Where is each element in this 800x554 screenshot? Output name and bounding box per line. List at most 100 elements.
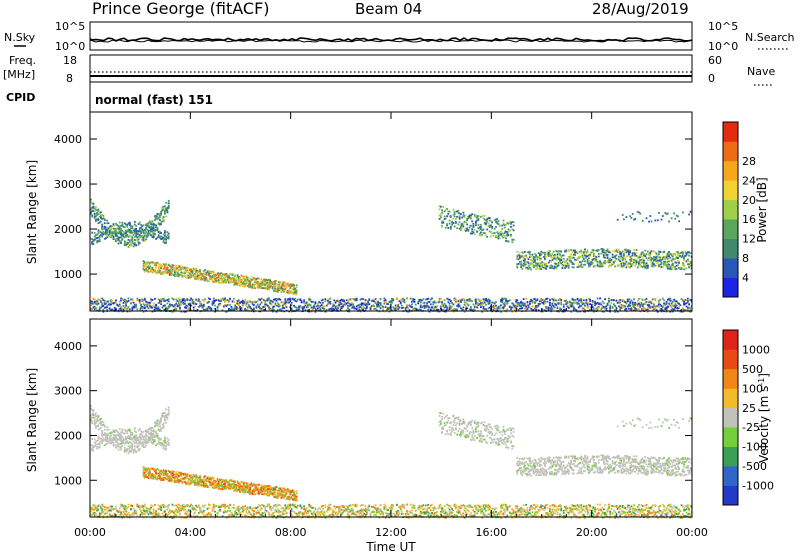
power-cell [290, 307, 293, 310]
power-cell [165, 238, 167, 241]
power-cell [179, 306, 181, 309]
power-cell [475, 220, 477, 223]
power-cell [337, 306, 339, 309]
power-cell [621, 257, 624, 259]
power-cell [126, 241, 129, 244]
power-cell [495, 218, 497, 221]
power-cell [160, 221, 162, 224]
power-cell [374, 301, 377, 303]
power-cell [560, 308, 563, 311]
power-cell [212, 302, 215, 304]
power-cell [167, 273, 170, 276]
power-cell [90, 211, 92, 214]
power-cell [411, 303, 413, 306]
power-cell [594, 259, 596, 262]
power-cell [122, 305, 125, 307]
power-cell [677, 251, 679, 254]
power-cell [148, 262, 151, 265]
power-cell [191, 270, 194, 272]
power-cell [630, 257, 633, 260]
power-cell [273, 305, 275, 308]
power-cell [560, 299, 563, 301]
power-cell [616, 218, 619, 221]
power-cell [103, 303, 106, 305]
velocity-cell [117, 448, 120, 451]
velocity-cell [97, 446, 100, 449]
power-cell [665, 253, 668, 256]
power-cell [401, 307, 403, 309]
power-cell [439, 306, 442, 308]
velocity-cell [101, 430, 104, 433]
power-cell [244, 299, 247, 301]
power-cell [591, 262, 594, 265]
power-cell [536, 262, 539, 265]
power-cell [140, 224, 142, 226]
power-cell [441, 209, 443, 212]
power-cell [304, 304, 307, 307]
power-cell [145, 224, 147, 226]
power-cell [671, 255, 674, 258]
power-cell [319, 305, 322, 307]
power-cell [122, 308, 125, 311]
power-cell [344, 302, 347, 304]
power-cell [467, 303, 470, 306]
power-cell [268, 281, 270, 284]
power-cell [273, 284, 275, 286]
power-cell [374, 302, 377, 305]
power-cell [547, 261, 550, 264]
power-cell [532, 266, 535, 269]
power-cell [579, 250, 581, 253]
power-cell [270, 281, 273, 283]
power-cell [128, 221, 131, 224]
velocity-cell [121, 516, 124, 519]
power-cell [613, 303, 615, 306]
power-cell [641, 259, 644, 262]
power-cell [600, 248, 603, 250]
power-cell [650, 261, 653, 263]
power-cell [688, 251, 690, 254]
power-cell [142, 310, 145, 313]
velocity-cell [118, 443, 121, 445]
velocity-cell [106, 435, 109, 437]
power-cell [167, 307, 170, 309]
power-cell [103, 300, 106, 302]
power-cell [112, 223, 115, 225]
power-cell [195, 271, 198, 273]
power-cell [654, 305, 657, 308]
power-cell [541, 261, 544, 263]
power-cell [339, 305, 342, 308]
power-cell [261, 298, 264, 301]
power-cell [483, 218, 486, 221]
velocity-cell [90, 513, 92, 516]
power-cell [127, 297, 130, 300]
power-cell [393, 307, 396, 310]
power-cell [155, 217, 157, 220]
power-cell [520, 266, 522, 268]
power-cell [570, 253, 573, 256]
power-cell [210, 276, 213, 279]
power-cell [212, 273, 215, 276]
power-cell [120, 242, 122, 244]
power-cell [559, 308, 561, 311]
power-cell [369, 306, 372, 309]
power-cell [255, 305, 258, 308]
power-cell [482, 299, 485, 302]
velocity-cell [112, 434, 115, 436]
power-cell [303, 299, 305, 302]
power-cell [462, 225, 465, 228]
velocity-cell [92, 416, 95, 419]
power-cell [465, 301, 467, 304]
power-cell [192, 301, 195, 303]
power-cell [648, 251, 650, 254]
power-cell [552, 255, 555, 258]
power-cell [281, 284, 284, 287]
power-cell [639, 259, 642, 261]
power-cell [646, 310, 649, 313]
power-cell [222, 273, 225, 275]
power-cell [663, 263, 665, 265]
power-cell [448, 215, 451, 218]
power-cell [352, 298, 354, 300]
power-cell [511, 311, 514, 313]
power-cell [580, 264, 583, 266]
power-cell [564, 308, 566, 311]
